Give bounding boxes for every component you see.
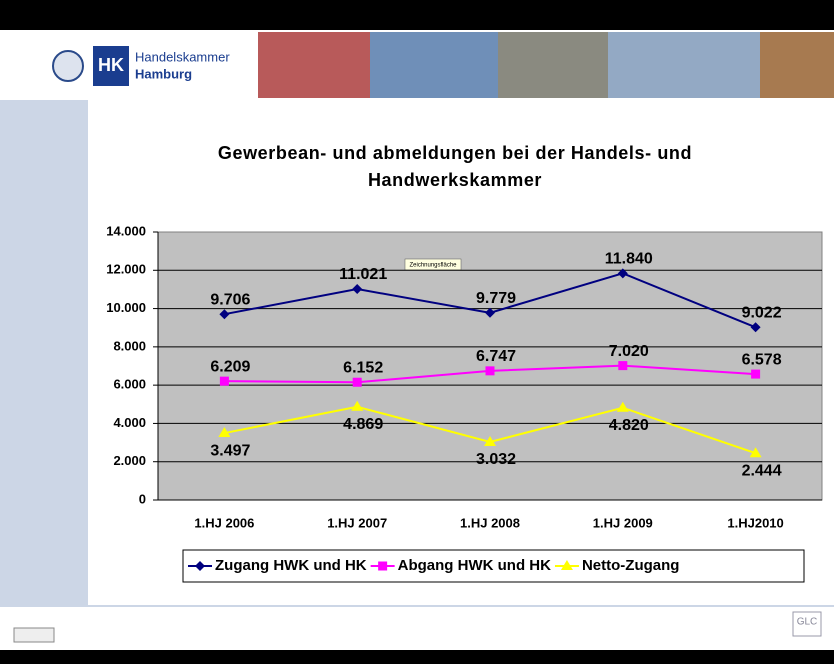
crest: [53, 51, 83, 81]
y-tick-label: 2.000: [113, 453, 146, 468]
y-tick-label: 12.000: [106, 262, 146, 277]
marker: [353, 378, 362, 387]
photo: [498, 32, 608, 98]
org-name: Handelskammer: [135, 49, 230, 64]
data-label: 11.840: [605, 251, 653, 268]
data-label: 6.578: [742, 351, 782, 368]
marker: [751, 370, 760, 379]
tooltip: Zeichnungsfläche: [409, 263, 457, 269]
y-tick-label: 10.000: [106, 300, 146, 315]
top-bar: [0, 0, 834, 30]
photo: [608, 32, 760, 98]
logo-abbr: HK: [98, 55, 124, 75]
marker: [486, 366, 495, 375]
data-label: 9.022: [742, 305, 782, 322]
y-tick-label: 8.000: [113, 338, 146, 353]
data-label: 11.021: [339, 266, 387, 283]
x-tick-label: 1.HJ2010: [727, 515, 783, 530]
marker: [378, 562, 387, 571]
data-label: 3.497: [210, 442, 250, 459]
photo: [760, 32, 834, 98]
marker: [220, 377, 229, 386]
data-label: 4.869: [343, 416, 383, 433]
data-label: 9.779: [476, 290, 516, 307]
y-tick-label: 14.000: [106, 223, 146, 238]
x-tick-label: 1.HJ 2007: [327, 515, 387, 530]
x-tick-label: 1.HJ 2009: [593, 515, 653, 530]
footer: [0, 606, 834, 650]
chart-title: Gewerbean- und abmeldungen bei der Hande…: [160, 140, 750, 194]
page: HK Handelskammer Hamburg GLC Zeichnungsf…: [0, 0, 834, 664]
org-city: Hamburg: [135, 66, 192, 81]
data-label: 7.020: [609, 343, 649, 360]
x-tick-label: 1.HJ 2006: [194, 515, 254, 530]
badge: GLC: [797, 617, 818, 628]
slide: HK Handelskammer Hamburg GLC Zeichnungsf…: [0, 0, 834, 664]
y-tick-label: 6.000: [113, 377, 146, 392]
slide-control[interactable]: [14, 628, 54, 642]
legend-label: Zugang HWK und HK: [215, 557, 367, 574]
legend-label: Netto-Zugang: [582, 557, 679, 574]
y-tick-label: 0: [139, 491, 146, 506]
x-tick-label: 1.HJ 2008: [460, 515, 520, 530]
photo: [370, 32, 498, 98]
data-label: 4.820: [609, 417, 649, 434]
data-label: 3.032: [476, 451, 516, 468]
data-label: 6.152: [343, 359, 383, 376]
data-label: 6.209: [210, 358, 250, 375]
data-label: 6.747: [476, 348, 516, 365]
y-tick-label: 4.000: [113, 415, 146, 430]
marker: [618, 361, 627, 370]
data-label: 2.444: [742, 462, 782, 479]
photo: [258, 32, 370, 98]
legend-label: Abgang HWK und HK: [398, 557, 551, 574]
bottom-bar: [0, 650, 834, 664]
sidebar: [0, 100, 88, 606]
data-label: 9.706: [210, 291, 250, 308]
